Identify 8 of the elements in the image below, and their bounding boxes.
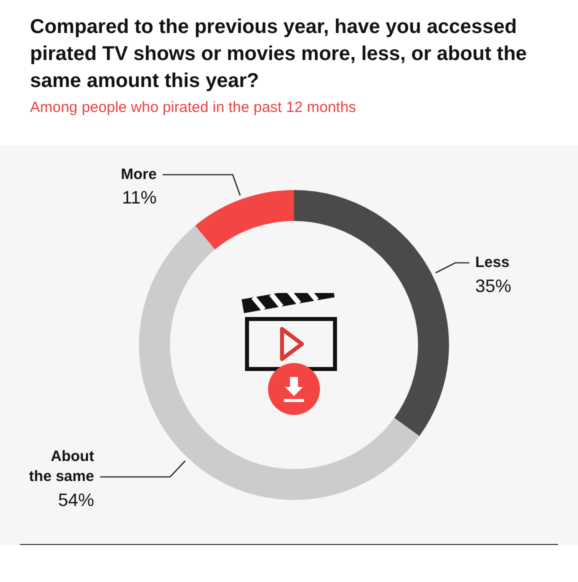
slice-label: Less bbox=[475, 254, 510, 271]
data-label: 11% bbox=[122, 188, 157, 208]
slice-label: More bbox=[120, 166, 157, 183]
slice-label: About the same bbox=[29, 448, 94, 486]
data-label: 35% bbox=[475, 276, 512, 296]
chart-title: Compared to the previous year, have you accessed pirated TV shows or movies more, less, or about the same amount this year? bbox=[30, 15, 528, 94]
data-label: 54% bbox=[58, 490, 94, 510]
chart-subtitle: Among people who pirated in the past 12 months bbox=[30, 99, 358, 116]
